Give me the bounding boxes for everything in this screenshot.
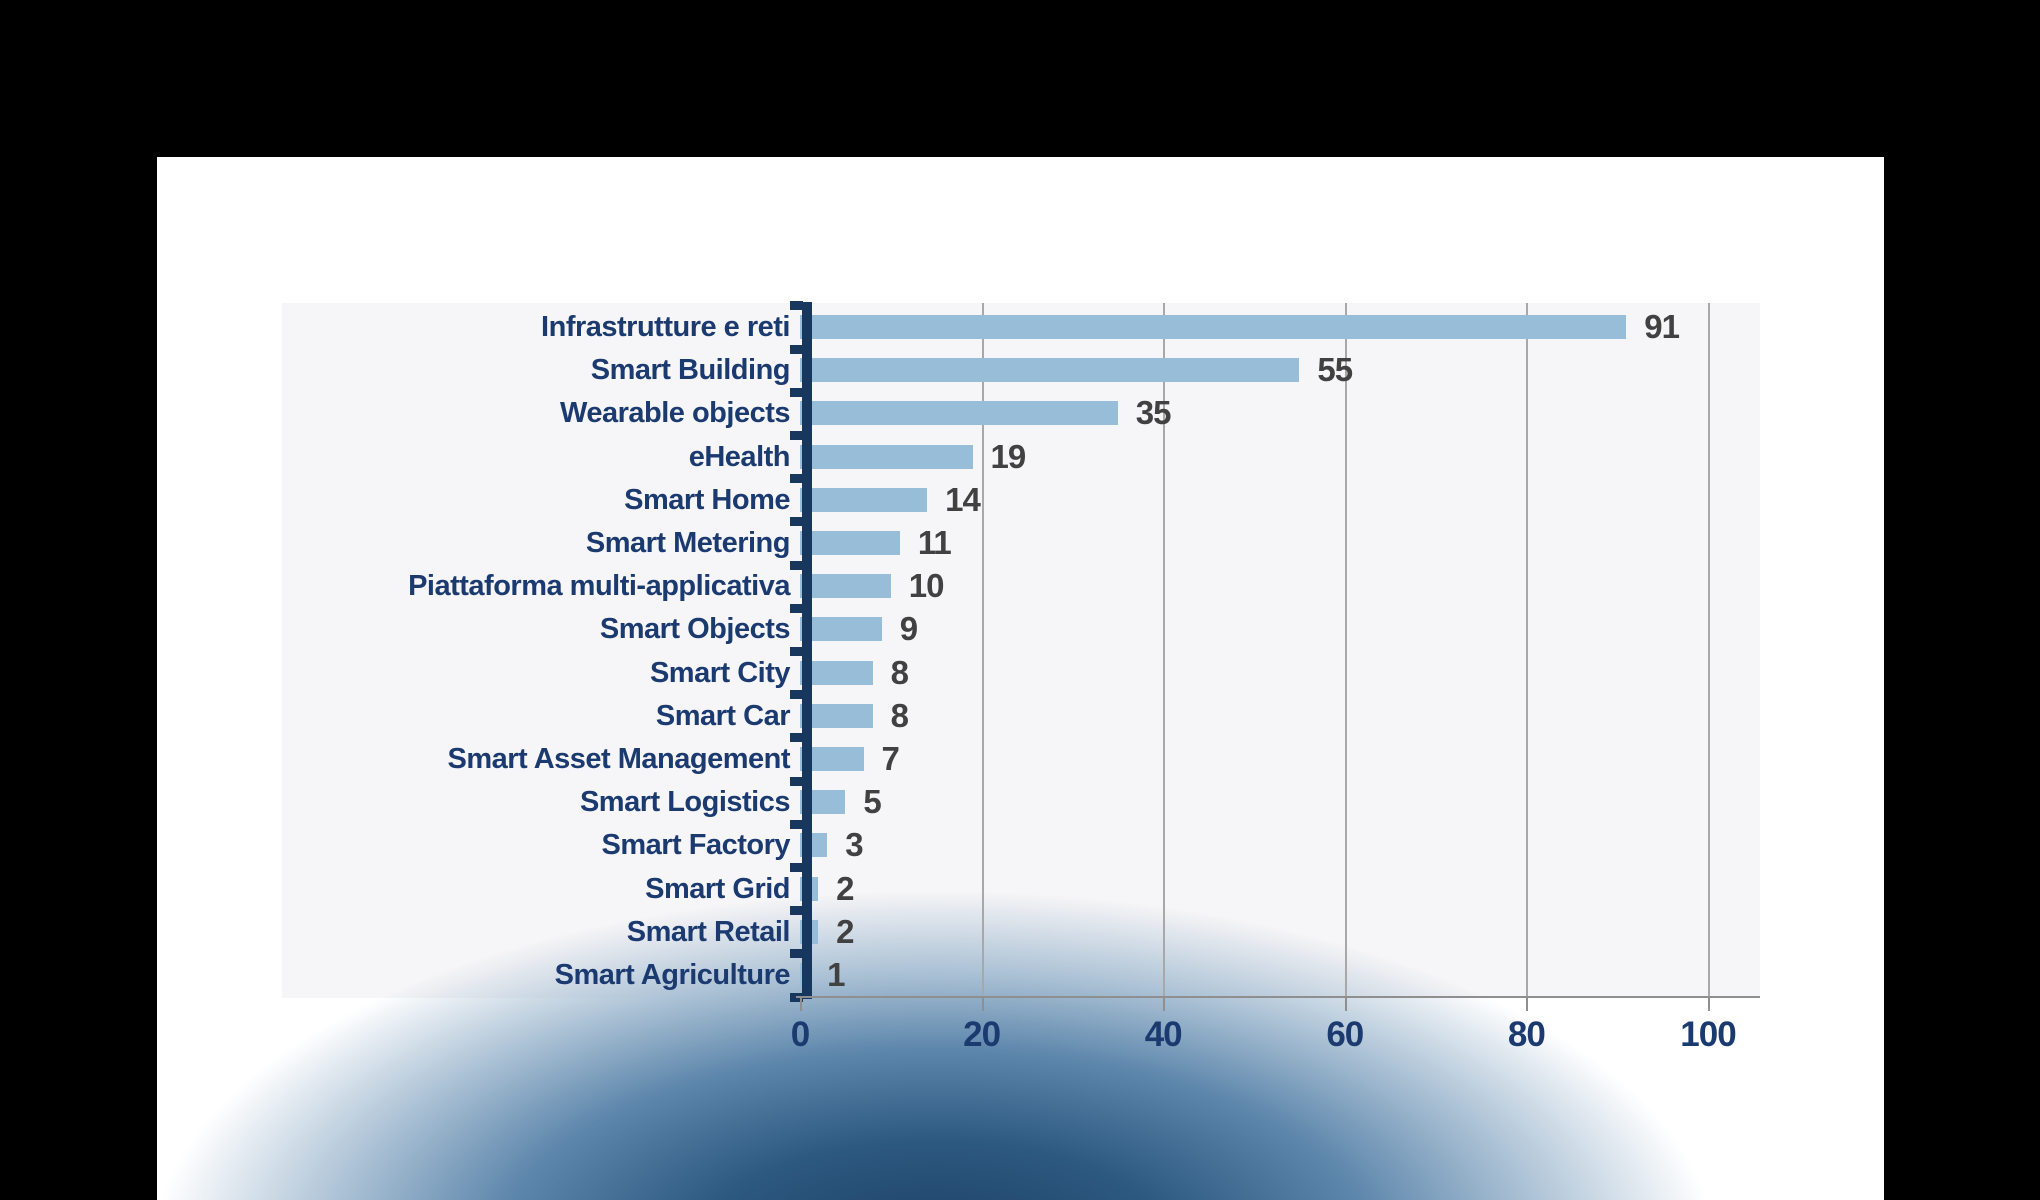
category-axis-line bbox=[802, 302, 812, 999]
category-axis-tick bbox=[790, 301, 803, 311]
category-label: Wearable objects bbox=[559, 397, 791, 430]
category-axis-tick bbox=[790, 431, 803, 440]
category-axis-tick bbox=[790, 733, 803, 743]
value-label: 11 bbox=[917, 524, 952, 561]
value-label: 9 bbox=[899, 610, 918, 648]
category-label: Smart Asset Management bbox=[447, 743, 791, 775]
value-axis-label: 20 bbox=[963, 1015, 1001, 1054]
value-axis-tick bbox=[1708, 998, 1710, 1011]
value-axis-tick bbox=[1163, 998, 1166, 1011]
value-label: 8 bbox=[890, 653, 909, 691]
value-axis-label: 40 bbox=[1144, 1015, 1183, 1054]
category-label: Smart Agriculture bbox=[554, 959, 791, 991]
bottom-blue-glow bbox=[157, 830, 1884, 1200]
value-axis-label: 80 bbox=[1507, 1015, 1546, 1054]
value-label: 8 bbox=[890, 696, 909, 734]
gridline bbox=[981, 303, 984, 996]
bar bbox=[800, 358, 1300, 383]
category-label: Smart Building bbox=[590, 354, 791, 387]
category-axis-tick bbox=[790, 906, 803, 916]
category-axis-tick bbox=[790, 819, 803, 829]
category-axis-tick bbox=[790, 560, 803, 570]
category-axis-tick bbox=[790, 474, 803, 484]
category-axis-tick bbox=[790, 344, 803, 354]
category-label: Smart Home bbox=[624, 483, 790, 516]
bar bbox=[800, 531, 900, 555]
bar bbox=[800, 617, 882, 642]
category-axis-tick bbox=[790, 387, 803, 397]
gridline bbox=[1344, 303, 1347, 996]
category-axis-tick bbox=[790, 603, 803, 613]
value-axis-tick bbox=[800, 998, 802, 1011]
value-axis-tick bbox=[1526, 998, 1529, 1011]
value-axis-tick bbox=[1344, 998, 1347, 1011]
chart-panel: 0 20 40 60 80 100 Infrastrutture e reti Smart … bbox=[157, 157, 1884, 1200]
bar bbox=[800, 574, 891, 599]
bar bbox=[800, 487, 928, 512]
value-label: 10 bbox=[908, 567, 945, 605]
value-axis-line bbox=[796, 996, 1760, 998]
gridline bbox=[1163, 303, 1166, 996]
bar bbox=[800, 401, 1118, 426]
category-label: eHealth bbox=[688, 440, 791, 473]
value-label: 35 bbox=[1135, 394, 1172, 432]
gridline bbox=[1526, 303, 1529, 996]
value-axis-tick bbox=[981, 998, 984, 1011]
category-axis-tick bbox=[790, 647, 803, 656]
bar bbox=[800, 660, 873, 685]
category-label: Smart Logistics bbox=[579, 786, 791, 819]
gridline bbox=[1708, 303, 1710, 996]
value-label: 2 bbox=[836, 912, 854, 950]
value-label: 2 bbox=[836, 869, 854, 907]
value-label: 7 bbox=[881, 740, 900, 777]
value-label: 19 bbox=[990, 437, 1027, 475]
category-axis-tick bbox=[790, 776, 803, 786]
category-label: Smart Metering bbox=[585, 527, 791, 559]
value-label: 5 bbox=[863, 783, 881, 821]
category-label: Smart City bbox=[649, 656, 791, 689]
category-label: Smart Retail bbox=[626, 915, 791, 948]
value-label: 91 bbox=[1644, 308, 1680, 345]
bar bbox=[800, 315, 1627, 339]
category-label: Infrastrutture e reti bbox=[541, 311, 790, 343]
value-axis-label: 100 bbox=[1680, 1015, 1736, 1054]
value-axis-label: 0 bbox=[790, 1015, 810, 1054]
category-label: Smart Factory bbox=[601, 829, 790, 862]
category-axis-tick bbox=[790, 863, 803, 872]
category-axis-tick bbox=[790, 949, 803, 959]
value-label: 55 bbox=[1317, 351, 1353, 389]
category-axis-tick bbox=[790, 517, 803, 527]
bar bbox=[800, 444, 973, 469]
value-label: 1 bbox=[827, 956, 845, 993]
category-axis-tick bbox=[790, 690, 803, 700]
category-label: Piattaforma multi-applicativa bbox=[408, 570, 790, 603]
category-label: Smart Objects bbox=[599, 613, 791, 646]
category-label: Smart Grid bbox=[645, 872, 790, 905]
category-label: Smart Car bbox=[655, 699, 791, 732]
value-label: 14 bbox=[945, 480, 981, 518]
value-label: 3 bbox=[845, 826, 863, 864]
value-axis-label: 60 bbox=[1326, 1015, 1364, 1054]
bar bbox=[800, 703, 873, 728]
